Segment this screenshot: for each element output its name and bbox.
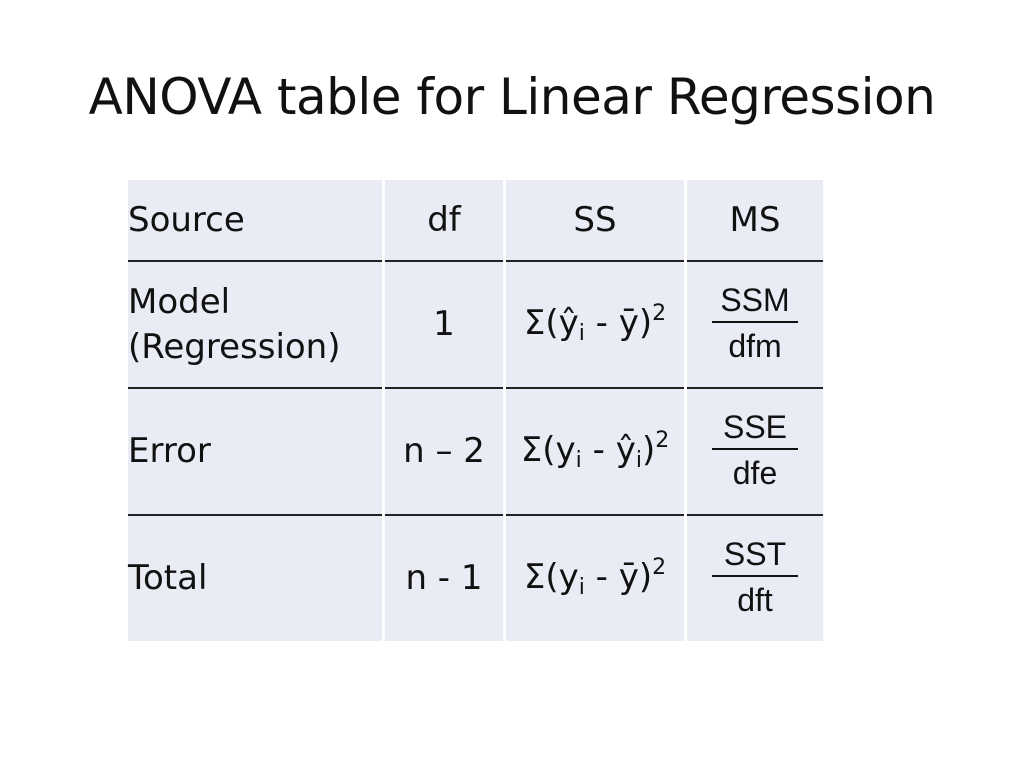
- slide-title: ANOVA table for Linear Regression: [88, 68, 936, 126]
- source-cell: Total: [128, 515, 385, 641]
- header-df: df: [383, 180, 506, 262]
- ms-numerator: SST: [712, 535, 798, 578]
- sigma-open: Σ(: [523, 557, 559, 598]
- df-cell: n – 2: [383, 388, 506, 516]
- table-row-error: Error n – 2 Σ(yi - ŷi)2 SSE dfe: [128, 388, 823, 516]
- df-cell: n - 1: [383, 515, 506, 641]
- paren-close: ): [641, 430, 656, 471]
- ms-fraction: SSM dfm: [712, 281, 798, 366]
- table-header-row: Source df SS MS: [128, 180, 823, 262]
- source-label: Model: [128, 282, 231, 323]
- table-row-model: Model (Regression) 1 Σ(ŷi - ȳ)2 SSM dfm: [128, 261, 823, 389]
- power: 2: [652, 555, 667, 581]
- term1-sub: i: [575, 448, 582, 474]
- ss-formula: Σ(yi - ȳ)2: [504, 515, 687, 641]
- ms-cell: SSE dfe: [685, 388, 823, 516]
- term1: y: [558, 557, 579, 598]
- table-row-total: Total n - 1 Σ(yi - ȳ)2 SST dft: [128, 515, 823, 641]
- source-label-secondary: (Regression): [128, 326, 341, 367]
- ms-fraction: SST dft: [712, 535, 798, 620]
- ms-denominator: dft: [737, 582, 773, 619]
- term2-sub: i: [635, 448, 642, 474]
- term1: ŷ: [558, 303, 579, 344]
- paren-close: ): [638, 557, 653, 598]
- header-ms: MS: [685, 180, 823, 262]
- minus: -: [584, 557, 619, 598]
- power: 2: [652, 301, 667, 327]
- term1: y: [555, 430, 576, 471]
- header-ss: SS: [504, 180, 687, 262]
- anova-table: Source df SS MS Model (Regression) 1 Σ(ŷ…: [128, 180, 823, 641]
- ss-formula: Σ(ŷi - ȳ)2: [504, 261, 687, 389]
- term2: ȳ: [618, 303, 639, 344]
- paren-close: ): [638, 303, 653, 344]
- power: 2: [655, 428, 670, 454]
- minus: -: [584, 303, 619, 344]
- ms-numerator: SSE: [712, 408, 798, 451]
- ms-cell: SST dft: [685, 515, 823, 641]
- ss-formula: Σ(yi - ŷi)2: [504, 388, 687, 516]
- ms-numerator: SSM: [712, 281, 798, 324]
- term1-sub: i: [578, 321, 585, 347]
- ms-fraction: SSE dfe: [712, 408, 798, 493]
- term2: ŷ: [615, 430, 636, 471]
- term1-sub: i: [578, 575, 585, 601]
- ms-denominator: dfe: [732, 455, 778, 492]
- source-cell: Model (Regression): [128, 261, 385, 389]
- source-cell: Error: [128, 388, 385, 516]
- ms-cell: SSM dfm: [685, 261, 823, 389]
- ms-denominator: dfm: [728, 328, 782, 365]
- df-cell: 1: [383, 261, 506, 389]
- sigma-open: Σ(: [523, 303, 559, 344]
- term2: ȳ: [618, 557, 639, 598]
- minus: -: [581, 430, 616, 471]
- sigma-open: Σ(: [520, 430, 556, 471]
- header-source: Source: [128, 180, 385, 262]
